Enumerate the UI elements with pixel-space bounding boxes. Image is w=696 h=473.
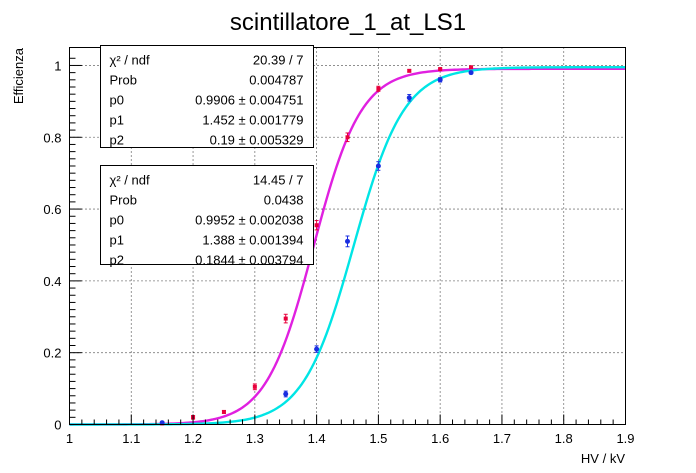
y-axis-label: Efficienza [11, 47, 26, 104]
x-tick-label: 1.2 [184, 431, 202, 446]
stats-label: χ² / ndf [110, 173, 150, 188]
stats-label: p2 [110, 133, 124, 148]
x-tick-label: 1.1 [122, 431, 140, 446]
cyan-data-point [345, 238, 350, 244]
cyan-data-point [406, 95, 412, 101]
y-tick-label: 0.2 [43, 346, 61, 361]
x-tick-label: 1.3 [246, 431, 264, 446]
magenta-data-point [469, 65, 474, 70]
stats-value: 0.9906 ± 0.004751 [195, 93, 303, 108]
stats-label: p1 [110, 113, 124, 128]
x-tick-label: 1.7 [493, 431, 511, 446]
magenta-data-point [438, 67, 443, 72]
magenta-data-point [407, 68, 412, 73]
x-tick-label: 1.8 [555, 431, 573, 446]
stats-value: 0.19 ± 0.005329 [210, 133, 304, 148]
y-tick-label: 1 [54, 58, 61, 73]
y-tick-label: 0.6 [43, 202, 61, 217]
x-axis-label: HV / kV [581, 451, 625, 466]
axes: 1 1.1 1.2 1.3 1.4 1.5 1.6 1.7 1.8 1.9 0 0.2 0.4 0.6 0.… [43, 57, 635, 446]
magenta-data-point [376, 86, 381, 91]
stats-label: p0 [110, 93, 124, 108]
stats-label: Prob [110, 73, 137, 88]
stats-label: p2 [110, 253, 124, 268]
plot-frame [69, 47, 626, 425]
cyan-data-point [159, 420, 165, 426]
stats-value: 14.45 / 7 [253, 173, 304, 188]
stats-value: 0.0438 [264, 193, 304, 208]
fit-stats-boxes: χ² / ndf 20.39 / 7 Prob 0.004787 p0 0.9906 ± … [100, 45, 314, 268]
magenta-data-point [345, 135, 350, 140]
x-tick-label: 1.4 [308, 431, 326, 446]
cyan-data-point [437, 77, 443, 83]
stats-value: 1.388 ± 0.001394 [202, 233, 303, 248]
cyan-data-point [314, 346, 320, 352]
stats-label: p0 [110, 213, 124, 228]
cyan-data-point [468, 70, 474, 76]
magenta-data-point [221, 409, 226, 414]
x-tick-label: 1.9 [616, 431, 634, 446]
cyan-data-point [375, 163, 381, 169]
magenta-data-point [283, 316, 288, 321]
stats-value: 0.9952 ± 0.002038 [195, 213, 303, 228]
y-tick-label: 0 [54, 418, 61, 433]
magenta-data-point [252, 384, 257, 389]
stats-box-magenta [100, 45, 314, 148]
x-tick-label: 1.5 [369, 431, 387, 446]
stats-label: Prob [110, 193, 137, 208]
stats-label: p1 [110, 233, 124, 248]
cyan-data-point [283, 391, 289, 397]
x-tick-label: 1 [66, 431, 73, 446]
y-tick-label: 0.8 [43, 130, 61, 145]
stats-value: 20.39 / 7 [253, 53, 304, 68]
magenta-data-point [314, 223, 319, 228]
stats-value: 0.1844 ± 0.003794 [195, 253, 303, 268]
chart-title: scintillatore_1_at_LS1 [230, 9, 466, 36]
stats-box-cyan [100, 165, 314, 265]
stats-label: χ² / ndf [110, 53, 150, 68]
y-tick-label: 0.4 [43, 274, 61, 289]
stats-value: 1.452 ± 0.001779 [202, 113, 303, 128]
stats-value: 0.004787 [249, 73, 303, 88]
x-tick-label: 1.6 [431, 431, 449, 446]
